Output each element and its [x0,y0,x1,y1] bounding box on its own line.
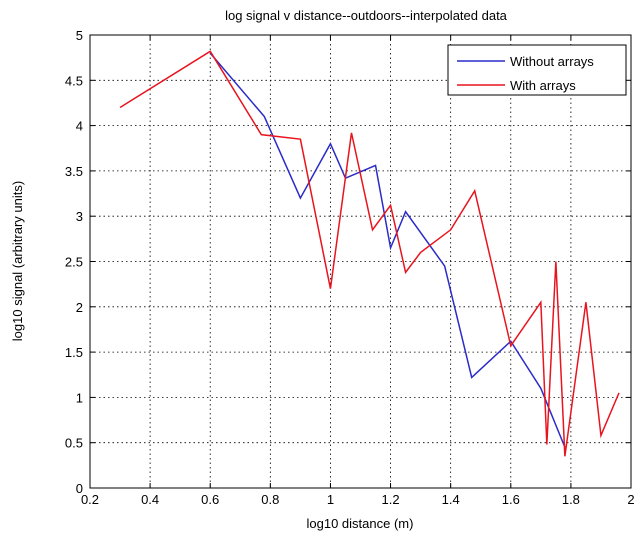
y-tick-label: 3 [76,209,83,224]
x-tick-label: 1.4 [442,492,460,507]
x-tick-label: 0.2 [81,492,99,507]
y-tick-label: 1.5 [65,345,83,360]
axis-ticks: 0.2 0.4 0.6 0.8 1 1.2 1.4 1.6 1.8 2 0 0.5 1 1.5 2 2.5 3 3… [65,28,635,507]
x-tick-label: 2 [627,492,634,507]
legend-box [447,44,627,96]
x-tick-label: 1.2 [382,492,400,507]
y-tick-label: 3.5 [65,164,83,179]
grid [90,35,631,488]
legend-label-with-arrays: With arrays [510,78,576,93]
x-axis-title: log10 distance (m) [307,516,414,531]
legend: Without arrays With arrays [447,44,627,96]
x-tick-label: 0.4 [141,492,159,507]
x-tick-label: 0.6 [201,492,219,507]
chart-title: log signal v distance--outdoors--interpo… [225,8,508,23]
x-tick-label: 1 [327,492,334,507]
legend-label-without-arrays: Without arrays [510,54,594,69]
y-tick-label: 1 [76,390,83,405]
y-axis-title: log10 signal (arbitrary units) [10,181,25,341]
y-tick-label: 4.5 [65,73,83,88]
x-tick-label: 1.8 [562,492,580,507]
y-tick-label: 2.5 [65,255,83,270]
x-tick-label: 0.8 [261,492,279,507]
y-tick-label: 0.5 [65,436,83,451]
y-tick-label: 4 [76,119,83,134]
series-lines [119,50,620,457]
y-tick-label: 2 [76,300,83,315]
series-line-with-arrays [119,50,620,457]
x-tick-label: 1.6 [502,492,520,507]
y-tick-label: 5 [76,28,83,43]
series-line-without-arrays [209,52,566,448]
y-tick-label: 0 [76,481,83,496]
